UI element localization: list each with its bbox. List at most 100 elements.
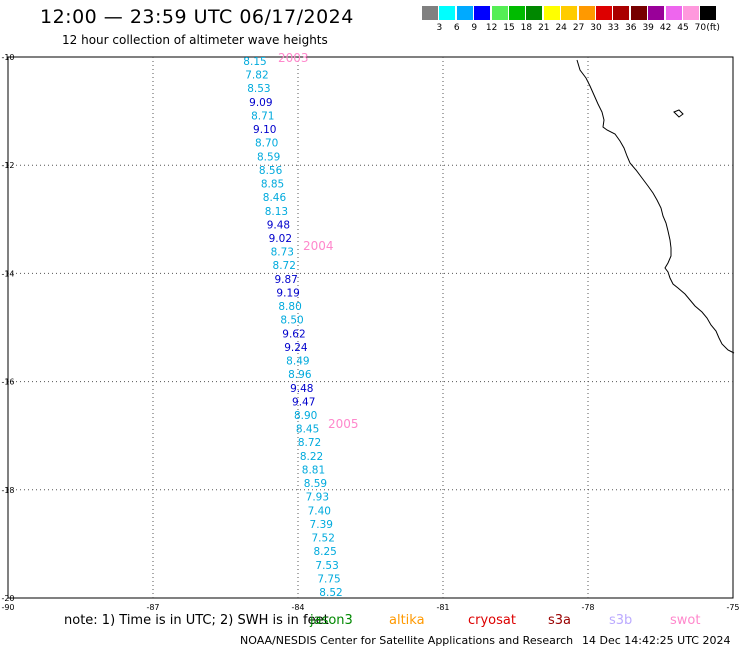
legend-tick-label: 42 bbox=[659, 23, 672, 33]
wave-height-label: 7.52 bbox=[312, 533, 335, 545]
wave-height-label: 8.59 bbox=[257, 151, 280, 163]
legend-tick-label: 33 bbox=[607, 23, 620, 33]
wave-height-label: 7.40 bbox=[308, 505, 331, 517]
wave-height-label: 8.15 bbox=[243, 56, 266, 68]
legend-swatch bbox=[474, 6, 491, 20]
legend-tick-label: 36 bbox=[625, 23, 637, 33]
wave-height-label: 8.73 bbox=[271, 247, 294, 259]
wave-height-label: 9.19 bbox=[276, 287, 299, 299]
legend-swatch bbox=[700, 6, 717, 20]
graticule bbox=[8, 57, 733, 598]
year-label: 2005 bbox=[328, 417, 359, 431]
satellite-altika: altika bbox=[389, 613, 425, 628]
axis-labels: -90 -87 -84 -81 -78 -75 -10 -12 -14 -16 -18 -20 bbox=[1, 53, 739, 612]
lon-tick-label: -87 bbox=[146, 603, 159, 612]
wave-height-label: 8.85 bbox=[261, 179, 284, 191]
legend-swatch bbox=[509, 6, 525, 20]
legend-tick-label: (ft) bbox=[706, 23, 720, 33]
legend-tick-label: 3 bbox=[436, 23, 443, 33]
wave-height-label: 8.90 bbox=[294, 410, 317, 422]
legend-swatch bbox=[491, 6, 508, 20]
wave-height-label: 9.09 bbox=[249, 97, 272, 109]
wave-height-label: 8.50 bbox=[280, 315, 303, 327]
wave-height-label: 8.22 bbox=[300, 451, 323, 463]
legend-tick-label: 12 bbox=[485, 23, 498, 33]
wave-height-label: 8.52 bbox=[319, 587, 342, 599]
wave-height-label: 8.46 bbox=[263, 192, 287, 204]
legend-swatch bbox=[665, 6, 682, 20]
legend-swatch bbox=[526, 6, 543, 20]
wave-height-label: 8.59 bbox=[304, 478, 327, 490]
lon-tick-label: -75 bbox=[726, 603, 739, 612]
legend-swatch bbox=[683, 6, 699, 20]
legend-tick-label: 21 bbox=[538, 23, 550, 33]
year-label: 2004 bbox=[303, 239, 334, 253]
legend-swatch bbox=[630, 6, 647, 20]
satellite-s3a: s3a bbox=[548, 613, 572, 628]
legend-tick-label: 70 bbox=[694, 23, 707, 33]
lat-tick-label: -14 bbox=[1, 269, 14, 278]
wave-height-label: 9.87 bbox=[274, 274, 297, 286]
legend-swatch bbox=[439, 6, 456, 20]
map-frame bbox=[7, 56, 734, 599]
lon-tick-label: -90 bbox=[1, 603, 14, 612]
wave-height-label: 8.13 bbox=[265, 206, 288, 218]
wave-height-label: 7.39 bbox=[310, 519, 333, 531]
wave-height-label: 9.47 bbox=[292, 396, 315, 408]
wave-height-label: 8.70 bbox=[255, 138, 278, 150]
wave-height-label: 8.53 bbox=[247, 83, 270, 95]
legend-swatch bbox=[561, 6, 578, 20]
lon-tick-label: -81 bbox=[436, 603, 449, 612]
wave-height-label: 8.80 bbox=[278, 301, 301, 313]
wave-height-label: 9.10 bbox=[253, 124, 276, 136]
wave-height-label: 8.72 bbox=[273, 260, 296, 272]
wave-height-label: 8.49 bbox=[286, 356, 309, 368]
lon-tick-label: -78 bbox=[581, 603, 594, 612]
wave-height-label: 9.48 bbox=[267, 219, 290, 231]
lat-tick-label: -10 bbox=[1, 53, 14, 62]
lat-tick-label: -18 bbox=[1, 486, 14, 495]
wave-height-label: 8.81 bbox=[302, 464, 325, 476]
wave-height-label: 8.25 bbox=[313, 546, 336, 558]
legend-tick-label: 15 bbox=[503, 23, 515, 33]
wave-height-label: 9.02 bbox=[269, 233, 292, 245]
footer-timestamp: 14 Dec 14:42:25 UTC 2024 bbox=[582, 634, 731, 647]
legend-swatch bbox=[648, 6, 665, 20]
wave-height-label: 8.56 bbox=[259, 165, 283, 177]
legend-tick-label: 9 bbox=[471, 23, 478, 33]
satellite-jason3: jason3 bbox=[310, 613, 353, 628]
wave-height-label: 8.72 bbox=[298, 437, 321, 449]
lat-tick-label: -16 bbox=[1, 378, 14, 387]
wave-height-label: 8.71 bbox=[251, 110, 274, 122]
legend-swatch bbox=[596, 6, 612, 20]
legend-tick-label: 18 bbox=[520, 23, 533, 33]
footer-note: note: 1) Time is in UTC; 2) SWH is in fe… bbox=[64, 613, 329, 628]
wave-height-label: 9.24 bbox=[284, 342, 308, 354]
altimeter-track: 8.157.828.539.098.719.108.708.598.568.85… bbox=[243, 56, 342, 599]
wave-height-label: 8.45 bbox=[296, 424, 319, 436]
satellite-swot: swot bbox=[670, 613, 701, 628]
legend-tick-label: 24 bbox=[555, 23, 567, 33]
lat-tick-label: -20 bbox=[1, 594, 14, 603]
year-label: 2003 bbox=[278, 51, 309, 65]
legend-swatch bbox=[613, 6, 630, 20]
legend-tick-label: 6 bbox=[453, 23, 460, 33]
wave-height-label: 7.75 bbox=[317, 573, 340, 585]
lat-tick-label: -12 bbox=[1, 161, 14, 170]
legend-swatch bbox=[456, 6, 473, 20]
wave-height-label: 9.48 bbox=[290, 383, 313, 395]
wave-height-label: 8.96 bbox=[288, 369, 312, 381]
footer-credit: NOAA/NESDIS Center for Satellite Applica… bbox=[240, 634, 574, 647]
legend-swatch bbox=[578, 6, 595, 20]
satellite-s3b: s3b bbox=[609, 613, 633, 628]
wave-height-label: 7.82 bbox=[245, 70, 268, 82]
legend-tick-label: 27 bbox=[572, 23, 585, 33]
island bbox=[673, 109, 684, 118]
lon-tick-label: -84 bbox=[291, 603, 304, 612]
legend-tick-label: 45 bbox=[677, 23, 689, 33]
legend-tick-label: 30 bbox=[590, 23, 602, 33]
map-title: 12:00 — 23:59 UTC 06/17/2024 bbox=[40, 6, 354, 28]
satellite-cryosat: cryosat bbox=[468, 613, 516, 628]
legend-swatch bbox=[543, 6, 560, 20]
